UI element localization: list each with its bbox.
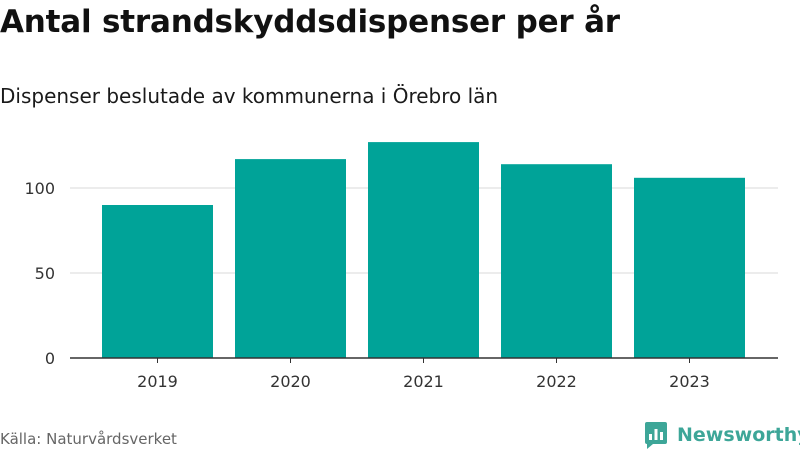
chart-subtitle: Dispenser beslutade av kommunerna i Öreb… — [0, 84, 499, 108]
bar-2020 — [235, 159, 346, 358]
y-tick-label: 50 — [35, 264, 55, 283]
bar-2019 — [102, 205, 213, 358]
y-tick-label: 100 — [24, 179, 55, 198]
bar-2021 — [368, 142, 479, 358]
x-tick-label: 2019 — [137, 372, 178, 391]
x-tick-label: 2021 — [403, 372, 444, 391]
x-tick-label: 2023 — [669, 372, 710, 391]
chart-title: Antal strandskyddsdispenser per år — [0, 4, 620, 40]
y-tick-label: 0 — [45, 349, 55, 368]
x-tick-label: 2022 — [536, 372, 577, 391]
newsworthy-logo-icon — [645, 422, 667, 449]
x-tick-label: 2020 — [270, 372, 311, 391]
brand-name: Newsworthy — [677, 424, 800, 446]
bar-2022 — [501, 164, 612, 358]
bar-2023 — [634, 177, 745, 358]
source-note: Källa: Naturvårdsverket — [0, 430, 177, 448]
newsworthy-logo: Newsworthy — [644, 421, 800, 449]
